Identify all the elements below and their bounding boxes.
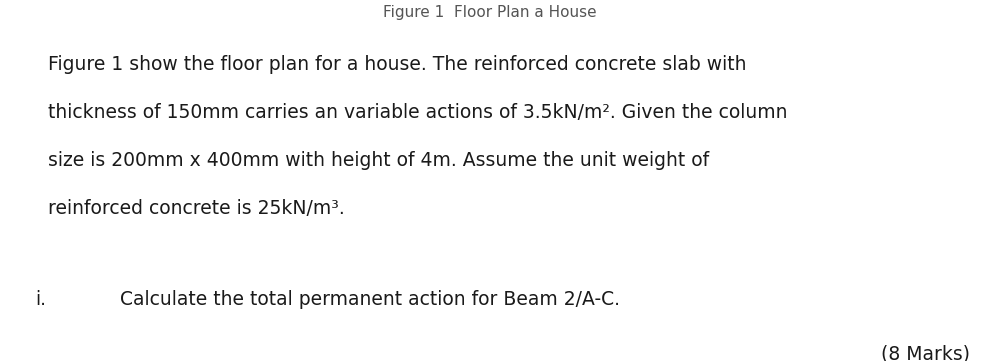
Text: thickness of 150mm carries an variable actions of 3.5kN/m². Given the column: thickness of 150mm carries an variable a… <box>48 103 788 122</box>
Text: Figure 1 show the floor plan for a house. The reinforced concrete slab with: Figure 1 show the floor plan for a house… <box>48 55 747 74</box>
Text: size is 200mm x 400mm with height of 4m. Assume the unit weight of: size is 200mm x 400mm with height of 4m.… <box>48 151 709 170</box>
Text: reinforced concrete is 25kN/m³.: reinforced concrete is 25kN/m³. <box>48 199 344 218</box>
Text: i.: i. <box>35 290 46 309</box>
Text: (8 Marks): (8 Marks) <box>881 345 970 361</box>
Text: Calculate the total permanent action for Beam 2/A-C.: Calculate the total permanent action for… <box>120 290 620 309</box>
Text: Figure 1  Floor Plan a House: Figure 1 Floor Plan a House <box>384 5 596 20</box>
